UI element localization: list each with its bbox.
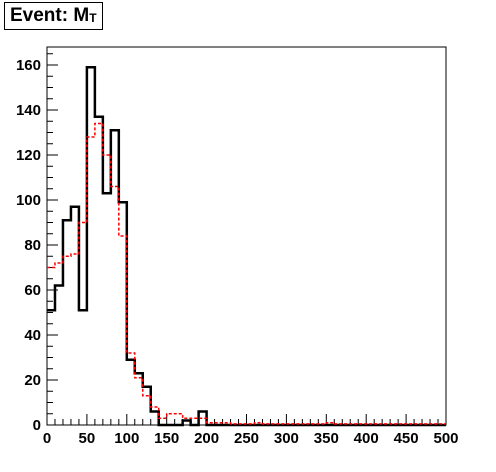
x-tick-label: 200: [194, 430, 219, 447]
x-tick-label: 250: [234, 430, 259, 447]
x-tick-label: 450: [394, 430, 419, 447]
y-tick-label: 40: [24, 327, 41, 344]
x-tick-label: 500: [433, 430, 458, 447]
y-tick-label: 0: [33, 417, 41, 434]
chart-title-main: Event: M: [10, 5, 90, 26]
x-tick-label: 100: [114, 430, 139, 447]
x-tick-label: 0: [43, 430, 51, 447]
histogram-series-dashed-red: [47, 122, 446, 425]
x-tick-label: 300: [274, 430, 299, 447]
y-tick-label: 140: [16, 102, 41, 119]
y-tick-label: 100: [16, 192, 41, 209]
x-tick-label: 350: [314, 430, 339, 447]
histogram-series-solid-black: [47, 66, 446, 427]
axis-ticks: [46, 53, 447, 426]
y-tick-label: 80: [24, 237, 41, 254]
x-tick-label: 150: [154, 430, 179, 447]
y-tick-label: 20: [24, 372, 41, 389]
x-tick-label: 50: [79, 430, 96, 447]
y-tick-label: 160: [16, 57, 41, 74]
chart-title-subscript: T: [89, 11, 97, 25]
y-tick-label: 120: [16, 147, 41, 164]
y-tick-label: 60: [24, 282, 41, 299]
axis-tick-labels: 0 50 100 150 200 250 300 350 400 450 500 0 20 40 60 80 1…: [16, 57, 459, 447]
x-tick-label: 400: [354, 430, 379, 447]
histogram-series: [47, 66, 446, 427]
plot-frame: [46, 46, 447, 426]
